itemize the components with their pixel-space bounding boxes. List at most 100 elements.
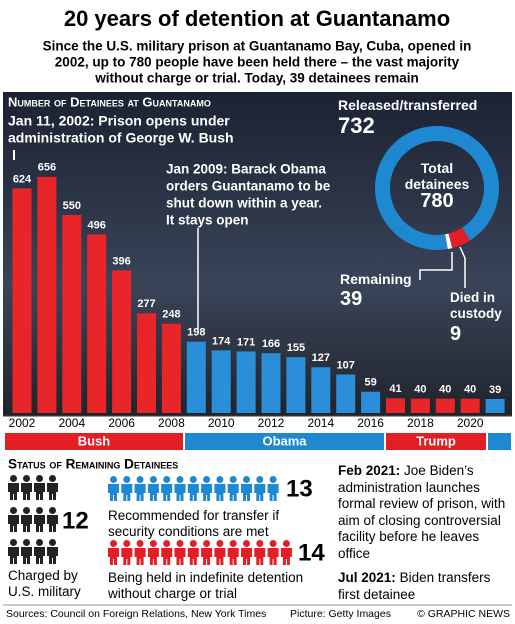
person-icon-body: [254, 548, 266, 565]
person-icon-body: [187, 548, 199, 565]
timeline-date: Jul 2021:: [338, 570, 396, 585]
value-label: 166: [262, 338, 280, 350]
person-icon-head: [136, 540, 144, 547]
bar: [386, 398, 405, 413]
person-icon-body: [201, 548, 213, 565]
person-icon-body: [201, 484, 213, 501]
value-label: 277: [137, 298, 155, 310]
donut-segment: [448, 227, 470, 249]
bar: [410, 398, 430, 413]
person-icon-body: [121, 548, 133, 565]
person-icon-head: [36, 475, 43, 482]
person-icon-body: [241, 548, 252, 565]
bar: [336, 374, 356, 413]
era-band: [5, 433, 183, 450]
value-label: 40: [439, 384, 451, 396]
person-icon-body: [134, 484, 146, 501]
person-icon-body: [214, 548, 226, 565]
person-icon-body: [21, 515, 32, 532]
person-icon-head: [189, 476, 197, 483]
bar: [137, 313, 156, 413]
leader-line: [459, 246, 466, 288]
timeline-text: Joe Biden’s administration launches form…: [338, 463, 506, 561]
person-icon-head: [110, 476, 117, 483]
donut-total: 780: [420, 190, 454, 212]
value-label: 496: [88, 219, 106, 231]
status-label: Being held in indefinite detention witho…: [108, 570, 304, 601]
person-icon-body: [227, 548, 239, 565]
x-tick-label: 2006: [108, 416, 135, 430]
person-icon-head: [36, 539, 43, 546]
status-title: Status of Remaining Detainees: [8, 457, 178, 472]
era-band: [185, 433, 384, 450]
person-icon-head: [10, 475, 17, 482]
bar: [361, 391, 381, 413]
person-icon-body: [8, 483, 19, 500]
person-icon-body: [108, 484, 119, 501]
person-icon-head: [229, 540, 237, 547]
person-icon-head: [136, 476, 144, 483]
value-label: 107: [337, 359, 355, 371]
annotation: Jan 11, 2002: Prison opens under: [8, 113, 230, 129]
person-icon-body: [34, 483, 45, 500]
title: 20 years of detention at Guantanamo: [64, 6, 450, 31]
era-label: Trump: [416, 433, 456, 448]
x-tick-label: 2018: [407, 416, 434, 430]
value-label: 41: [389, 383, 401, 395]
x-tick-label: 2008: [158, 416, 185, 430]
bar: [311, 367, 331, 413]
bar: [286, 357, 306, 413]
bar: [62, 215, 82, 413]
person-icon-body: [147, 548, 159, 565]
donut-label: Released/transferred: [338, 97, 478, 113]
person-icon-head: [163, 540, 171, 547]
person-icon-body: [47, 547, 58, 564]
person-icon-head: [49, 539, 56, 546]
bar: [211, 350, 231, 413]
value-label: 127: [312, 352, 330, 364]
icon-group: [108, 476, 279, 501]
person-icon-head: [10, 507, 17, 514]
annotation: It stays open: [166, 213, 249, 228]
person-icon-body: [21, 483, 32, 500]
annotation: administration of George W. Bush: [8, 130, 234, 146]
x-tick-label: 2020: [457, 416, 484, 430]
person-icon-head: [243, 476, 250, 483]
person-icon-head: [203, 540, 211, 547]
person-icon-body: [241, 484, 252, 501]
person-icon-body: [161, 548, 173, 565]
person-icon-head: [282, 540, 290, 547]
person-icon-body: [34, 547, 45, 564]
value-label: 198: [187, 327, 205, 339]
person-icon-head: [256, 540, 264, 547]
era-band: [488, 433, 511, 450]
person-icon-head: [123, 540, 131, 547]
bar: [460, 398, 480, 413]
person-icon-head: [229, 476, 237, 483]
subtitle: 2002, up to 780 people have been held th…: [55, 55, 460, 70]
value-label: 40: [414, 384, 426, 396]
status-count: 12: [62, 507, 89, 534]
subtitle: without charge or trial. Today, 39 detai…: [94, 71, 419, 86]
person-icon-head: [216, 476, 224, 483]
bar: [236, 351, 256, 413]
value-label: 155: [287, 342, 305, 354]
timeline-date: Feb 2021:: [338, 463, 401, 478]
value-label: 550: [63, 200, 81, 212]
annotation: orders Guantanamo to be: [166, 179, 331, 194]
value-label: 624: [13, 173, 32, 185]
person-icon-body: [267, 484, 279, 501]
credit: © GRAPHIC NEWS: [417, 608, 510, 620]
bar: [37, 176, 57, 413]
panel-title: Number of Detainees at Guantanamo: [8, 94, 211, 109]
person-icon-head: [149, 540, 157, 547]
donut-label: Remaining: [340, 271, 412, 287]
x-tick-label: 2002: [9, 416, 36, 430]
bar: [12, 188, 32, 413]
x-tick-label: 2014: [307, 416, 334, 430]
donut-label: Died in custody: [450, 290, 502, 321]
person-icon-head: [49, 507, 56, 514]
person-icon-body: [254, 484, 266, 501]
timeline-event: Feb 2021: Joe Biden’s administration lau…: [338, 463, 514, 562]
